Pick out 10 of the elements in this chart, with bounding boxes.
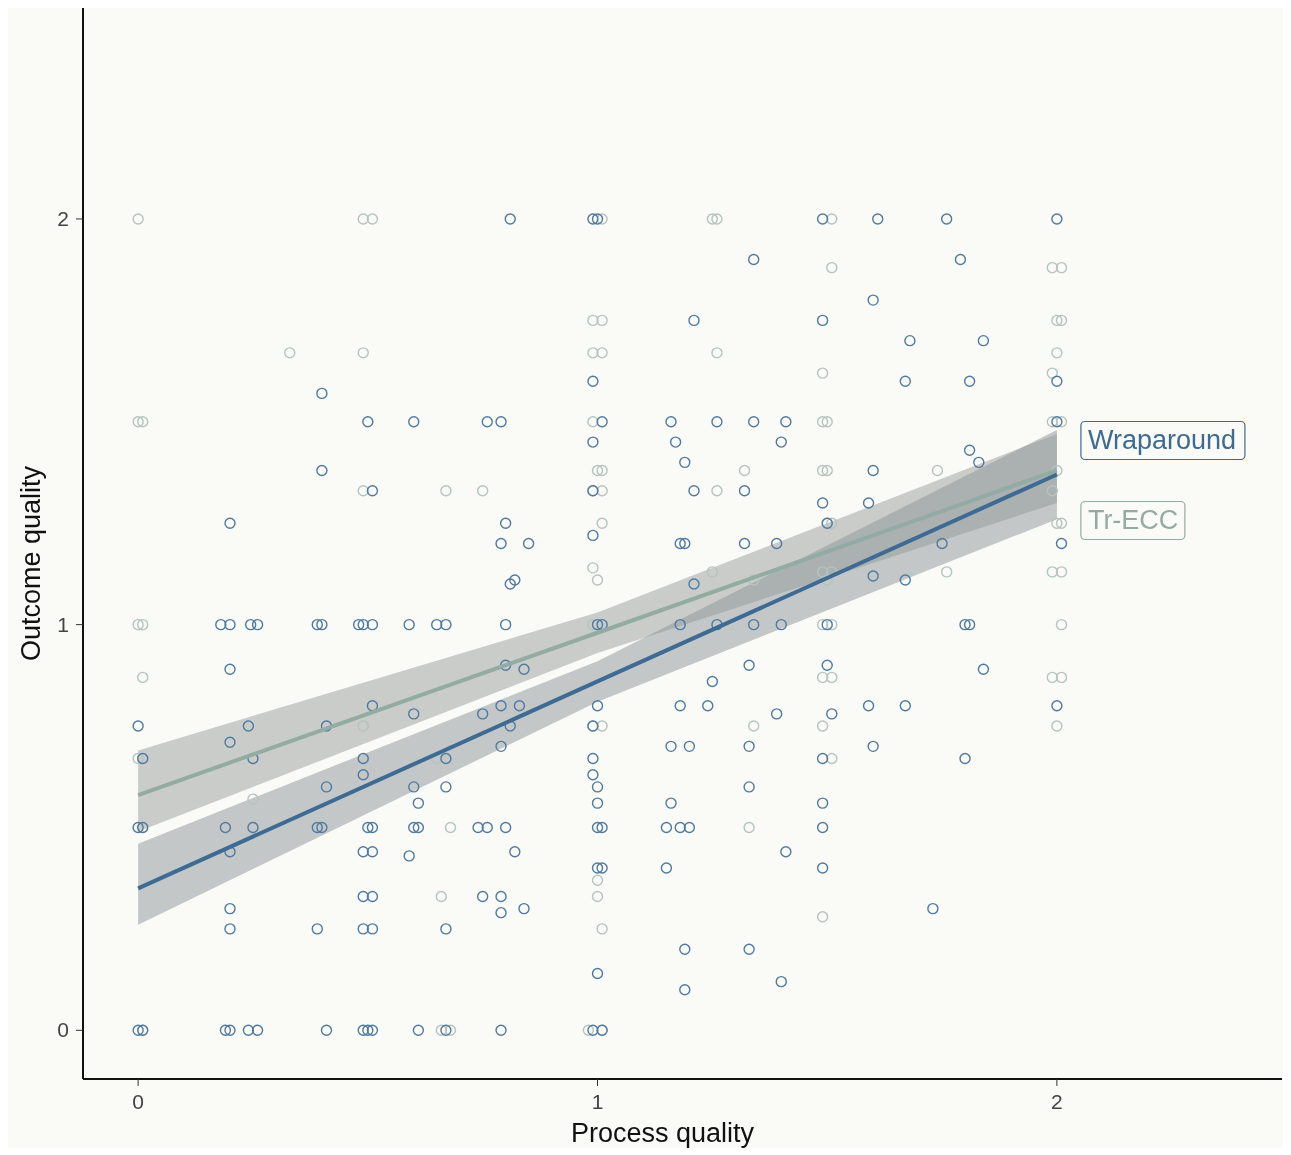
y-tick-label: 1 (57, 612, 69, 636)
x-tick-label: 2 (1051, 1090, 1063, 1113)
y-tick-label: 0 (57, 1018, 69, 1042)
y-tick-label: 2 (57, 206, 69, 230)
series-label: Tr-ECC (1087, 505, 1179, 536)
series-label: Wraparound (1087, 425, 1236, 456)
x-tick-label: 0 (132, 1090, 144, 1113)
x-tick-label: 1 (591, 1090, 604, 1113)
x-axis-title: Process quality (570, 1118, 755, 1148)
y-axis-title: Outcome quality (16, 465, 46, 662)
